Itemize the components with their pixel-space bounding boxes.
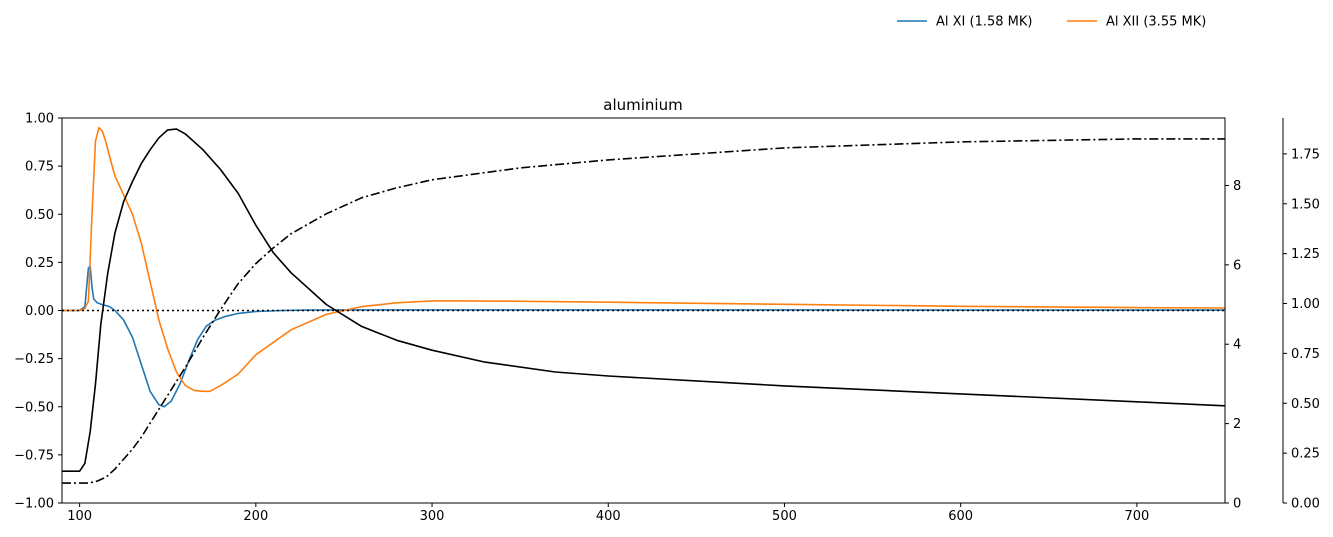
- y-tick-label: 0.00: [25, 304, 54, 319]
- y-tick-label: 0.25: [25, 256, 54, 271]
- series-line-3: [62, 128, 1225, 473]
- chart-title: aluminium: [603, 96, 682, 114]
- y-tick-label: 0.50: [25, 208, 54, 223]
- right-axis-1-tick-label: 6: [1233, 258, 1241, 273]
- legend-label-al-xi-1-58-mk: Al XI (1.58 MK): [936, 15, 1032, 30]
- right-axis-1-tick-label: 0: [1233, 497, 1241, 512]
- y-tick-label: −0.75: [14, 448, 54, 463]
- right-axis-2-tick-label: 0.25: [1291, 447, 1320, 462]
- x-tick-label: 300: [420, 509, 445, 524]
- right-axis-2-tick-label: 1.50: [1291, 197, 1320, 212]
- right-axis-1-tick-label: 2: [1233, 417, 1241, 432]
- y-tick-label: 0.75: [25, 160, 54, 175]
- series-line-4: [62, 138, 1225, 484]
- x-tick-label: 100: [67, 509, 92, 524]
- right-axis-2-tick-label: 1.75: [1291, 147, 1320, 162]
- right-axis-2-tick-label: 0.50: [1291, 397, 1320, 412]
- y-tick-label: 1.00: [25, 112, 54, 127]
- right-axis-1-tick-label: 4: [1233, 338, 1241, 353]
- right-axis-1-tick-label: 8: [1233, 179, 1241, 194]
- y-tick-label: −0.25: [14, 352, 54, 367]
- right-axis-2-tick-label: 1.25: [1291, 247, 1320, 262]
- x-tick-label: 200: [243, 509, 268, 524]
- right-axis-2-tick-label: 0.75: [1291, 347, 1320, 362]
- tick-layer: 100 200 300 400 500 600 700 −1.00 −0.75 −0.50 −0.2…: [14, 112, 1320, 525]
- legend: Al XI (1.58 MK) Al XII (3.55 MK): [897, 15, 1206, 30]
- y-tick-label: −0.50: [14, 400, 54, 415]
- right-axis-2-tick-label: 0.00: [1291, 497, 1320, 512]
- series-line-al-xii-3-55-mk: [62, 126, 1225, 393]
- x-tick-label: 600: [948, 509, 973, 524]
- right-axis-2-tick-label: 1.00: [1291, 297, 1320, 312]
- legend-label-al-xii-3-55-mk: Al XII (3.55 MK): [1106, 15, 1206, 30]
- x-tick-label: 700: [1124, 509, 1149, 524]
- x-tick-label: 500: [772, 509, 797, 524]
- series-layer: [62, 126, 1225, 484]
- x-tick-label: 400: [596, 509, 621, 524]
- y-tick-label: −1.00: [14, 497, 54, 512]
